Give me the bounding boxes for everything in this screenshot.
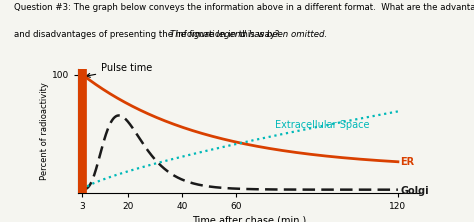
X-axis label: Time after chase (min.): Time after chase (min.): [191, 215, 306, 222]
Text: Golgi: Golgi: [401, 186, 429, 196]
Text: The figure legend has been omitted.: The figure legend has been omitted.: [170, 30, 327, 39]
Y-axis label: Percent of radioactivity: Percent of radioactivity: [40, 82, 49, 180]
Text: Question #3: The graph below conveys the information above in a different format: Question #3: The graph below conveys the…: [14, 3, 474, 12]
Text: Pulse time: Pulse time: [86, 63, 153, 77]
Text: Extracellular Space: Extracellular Space: [275, 120, 370, 130]
Text: and disadvantages of presenting the information in this way?: and disadvantages of presenting the info…: [14, 30, 283, 39]
Text: ER: ER: [401, 157, 415, 167]
